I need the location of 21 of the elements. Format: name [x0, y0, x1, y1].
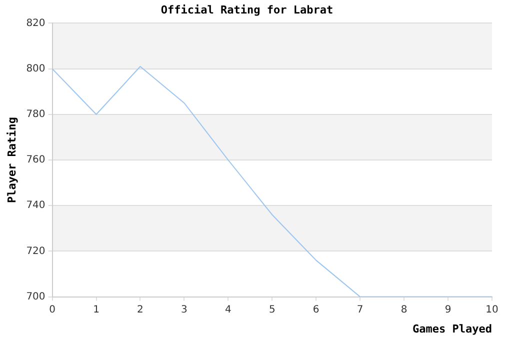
x-tick-label: 4	[224, 304, 232, 316]
x-tick-label: 8	[400, 304, 408, 316]
x-tick-label: 5	[268, 304, 276, 316]
x-tick-label: 3	[181, 304, 188, 316]
y-tick-label: 820	[26, 18, 46, 29]
y-tick-label: 800	[26, 63, 46, 74]
x-axis-title: Games Played	[412, 322, 492, 336]
x-tick-label: 9	[444, 304, 452, 316]
x-tick-label: 2	[137, 304, 144, 316]
y-tick-label: 700	[26, 291, 46, 302]
x-tick-label: 7	[356, 304, 364, 316]
y-tick-label: 760	[26, 154, 46, 166]
y-axis-title: Player Rating	[5, 116, 18, 204]
x-tick-label: 1	[93, 304, 100, 316]
chart-title: Official Rating for Labrat	[160, 3, 334, 16]
y-tick-label: 740	[26, 200, 46, 212]
y-tick-label: 780	[26, 108, 46, 120]
x-tick-label: 0	[49, 304, 56, 316]
x-tick-label: 10	[486, 304, 498, 316]
y-tick-label: 720	[26, 246, 46, 257]
x-tick-label: 6	[312, 304, 320, 316]
